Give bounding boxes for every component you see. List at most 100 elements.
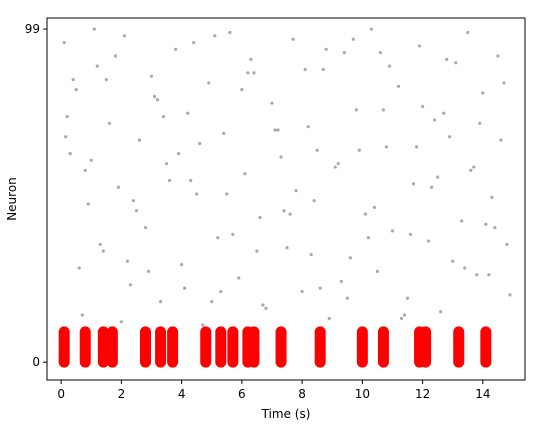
spike bbox=[436, 175, 440, 179]
x-tick-label: 6 bbox=[238, 387, 246, 401]
spike bbox=[327, 316, 331, 321]
spike bbox=[243, 172, 247, 176]
spike bbox=[324, 47, 328, 51]
spike bbox=[478, 121, 482, 125]
spike bbox=[405, 296, 410, 300]
x-tick-label: 10 bbox=[355, 387, 370, 401]
spike bbox=[336, 162, 340, 166]
spike bbox=[454, 61, 458, 65]
spike bbox=[195, 192, 199, 196]
spike bbox=[107, 121, 111, 125]
spike bbox=[294, 188, 298, 193]
spike bbox=[285, 246, 289, 250]
spike bbox=[116, 185, 120, 189]
spike bbox=[189, 178, 193, 183]
spike bbox=[252, 71, 256, 75]
plot-frame bbox=[46, 17, 526, 381]
spike bbox=[366, 236, 370, 240]
spike bbox=[122, 34, 127, 38]
y-tick-label: 99 bbox=[25, 22, 40, 36]
spike bbox=[300, 289, 304, 294]
spike bbox=[101, 249, 105, 253]
y-axis-label: Neuron bbox=[5, 177, 19, 221]
spike bbox=[348, 256, 352, 260]
spike bbox=[264, 306, 268, 310]
spike bbox=[502, 81, 506, 85]
spike bbox=[95, 64, 99, 68]
spike bbox=[427, 239, 431, 243]
spike bbox=[74, 88, 78, 92]
spike bbox=[445, 57, 449, 61]
spike bbox=[201, 323, 205, 327]
spike bbox=[131, 199, 136, 203]
spike bbox=[508, 293, 512, 297]
spike bbox=[83, 168, 87, 173]
spike bbox=[62, 40, 66, 45]
x-axis-label: Time (s) bbox=[261, 407, 311, 421]
spike bbox=[396, 84, 401, 88]
spike bbox=[98, 242, 102, 247]
spike bbox=[225, 192, 229, 196]
spike bbox=[369, 27, 373, 31]
spike bbox=[472, 165, 476, 169]
spike bbox=[149, 74, 154, 78]
spike bbox=[161, 114, 166, 119]
spike bbox=[228, 30, 232, 35]
x-tick-label: 4 bbox=[178, 387, 186, 401]
spike bbox=[158, 300, 163, 304]
spike bbox=[399, 316, 404, 321]
spike bbox=[291, 37, 295, 41]
spike bbox=[430, 185, 434, 189]
spike bbox=[77, 266, 81, 270]
spike bbox=[484, 222, 488, 226]
spike bbox=[237, 276, 241, 280]
spike bbox=[137, 138, 142, 142]
spike bbox=[258, 215, 262, 220]
spike bbox=[411, 182, 416, 186]
spike bbox=[357, 148, 361, 152]
spike bbox=[86, 202, 90, 206]
spike bbox=[174, 47, 178, 51]
spike bbox=[155, 98, 160, 102]
y-tick-label: 0 bbox=[32, 355, 40, 369]
spike bbox=[439, 310, 443, 314]
spike bbox=[143, 225, 148, 230]
spike bbox=[134, 209, 139, 213]
spike bbox=[125, 259, 130, 263]
spike bbox=[493, 225, 497, 230]
spike bbox=[164, 162, 169, 166]
spike bbox=[315, 148, 319, 152]
x-tick-label: 2 bbox=[118, 387, 126, 401]
spike bbox=[339, 279, 343, 284]
spike bbox=[442, 111, 446, 115]
spike bbox=[499, 138, 503, 142]
spike bbox=[119, 320, 123, 324]
spike bbox=[198, 141, 202, 146]
spike bbox=[279, 155, 283, 159]
x-tick-label: 12 bbox=[415, 387, 430, 401]
spike bbox=[333, 165, 337, 169]
spike bbox=[375, 269, 380, 273]
spike bbox=[354, 108, 358, 112]
spike bbox=[207, 81, 211, 85]
spike bbox=[306, 125, 310, 129]
spike bbox=[481, 91, 485, 95]
x-tick-label: 8 bbox=[298, 387, 306, 401]
spike bbox=[408, 232, 413, 236]
spike bbox=[475, 273, 479, 277]
x-tick-label: 14 bbox=[475, 387, 490, 401]
spike bbox=[460, 219, 464, 223]
spike bbox=[381, 108, 386, 112]
spike bbox=[282, 209, 286, 213]
x-tick-label: 0 bbox=[57, 387, 65, 401]
spike bbox=[71, 77, 75, 82]
spike bbox=[496, 54, 500, 58]
spike bbox=[231, 232, 235, 236]
spike bbox=[448, 135, 452, 139]
spike bbox=[372, 205, 377, 210]
spike bbox=[80, 313, 84, 317]
spike bbox=[318, 286, 322, 290]
spike bbox=[240, 88, 244, 92]
spike bbox=[303, 67, 307, 72]
